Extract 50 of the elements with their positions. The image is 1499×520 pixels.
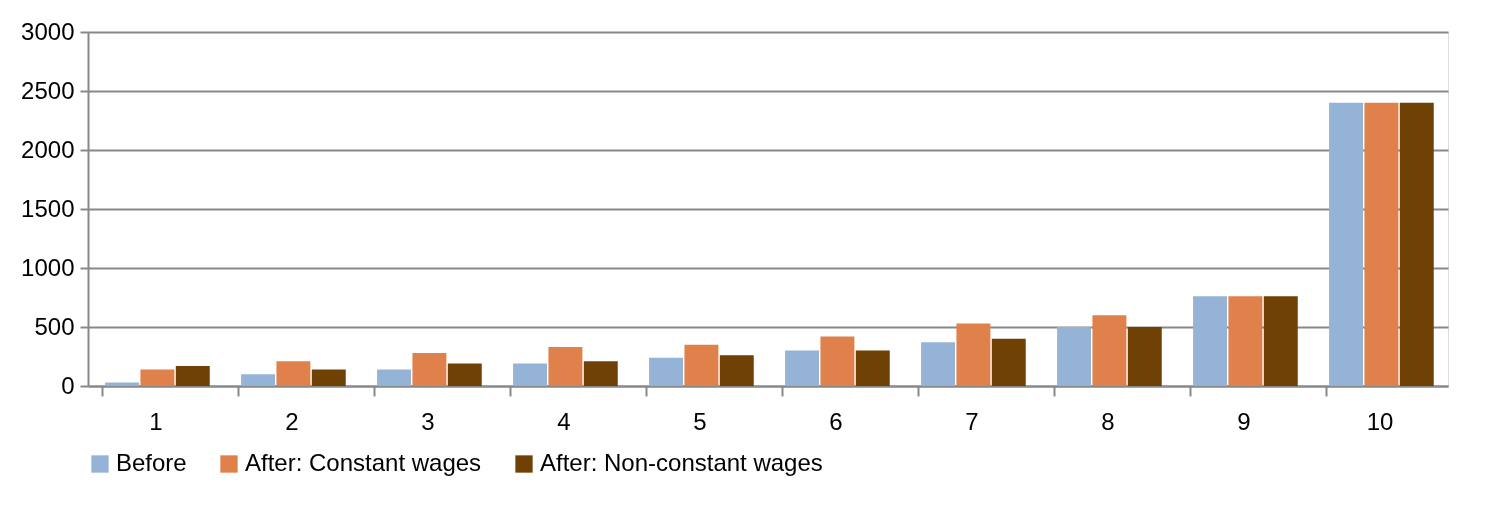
x-tick-label: 8: [1101, 407, 1115, 435]
bar: [241, 374, 276, 386]
legend-label: After: Non-constant wages: [540, 449, 823, 476]
bar: [820, 336, 855, 386]
bar: [649, 357, 684, 386]
bar: [1127, 327, 1162, 386]
bar: [991, 338, 1026, 386]
bar: [311, 369, 346, 386]
x-tick-label: 3: [421, 407, 435, 435]
x-tick-label: 10: [1366, 407, 1394, 435]
x-tick-label: 7: [965, 407, 979, 435]
y-tick-label: 0: [61, 371, 75, 399]
x-tick-label: 4: [557, 407, 571, 435]
bar: [921, 342, 956, 386]
y-tick-label: 1500: [21, 194, 75, 222]
bar: [1228, 296, 1263, 386]
bar: [855, 350, 890, 386]
bar: [175, 365, 210, 386]
bar: [1092, 315, 1127, 386]
x-tick-label: 6: [829, 407, 843, 435]
x-tick-label: 2: [285, 407, 299, 435]
x-tick-label: 9: [1237, 407, 1251, 435]
bar: [412, 352, 447, 386]
x-tick-label: 5: [693, 407, 707, 435]
bar: [1193, 296, 1228, 386]
bar: [513, 363, 548, 386]
bar: [956, 323, 991, 386]
legend-label: After: Constant wages: [245, 449, 482, 476]
bar: [1057, 327, 1092, 386]
y-tick-label: 1000: [21, 253, 75, 281]
bar: [105, 382, 140, 386]
x-tick-label: 1: [149, 407, 163, 435]
bar: [583, 361, 618, 386]
y-tick-label: 3000: [21, 17, 75, 45]
legend-label: Before: [116, 449, 187, 476]
y-tick-label: 2000: [21, 135, 75, 163]
bar: [1263, 296, 1298, 386]
bar: [785, 350, 820, 386]
bar: [1364, 102, 1399, 386]
bar: [1399, 102, 1434, 386]
y-tick-label: 2500: [21, 76, 75, 104]
bar: [548, 347, 583, 386]
y-tick-label: 500: [34, 312, 75, 340]
bar: [1329, 102, 1364, 386]
bar: [377, 369, 412, 386]
bar: [684, 344, 719, 386]
bar: [447, 363, 482, 386]
bar: [719, 355, 754, 386]
bar: [276, 361, 311, 386]
bar: [140, 369, 175, 386]
